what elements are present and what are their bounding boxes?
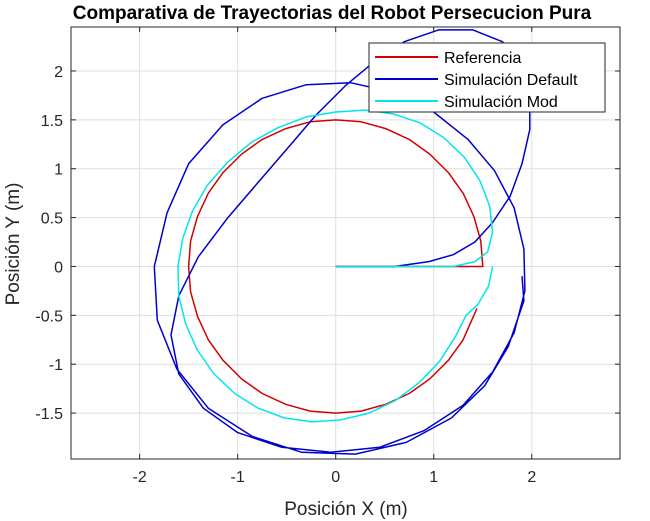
- y-tick-label: 1.5: [41, 113, 63, 130]
- series-line-3: [177, 109, 494, 423]
- x-tick-label: -1: [231, 469, 245, 486]
- legend: Referencia Simulación Default Simulación M…: [368, 42, 606, 113]
- x-tick-labels: -2 -1 0 1 2: [133, 469, 537, 486]
- y-tick-label: 2: [54, 64, 63, 81]
- y-tick-label: 0: [54, 259, 63, 276]
- y-tick-label: 1: [54, 162, 63, 179]
- y-tick-label: -1.5: [35, 406, 63, 423]
- x-tick-label: 1: [429, 469, 438, 486]
- y-tick-labels: -1.5 -1 -0.5 0 0.5 1 1.5 2: [35, 64, 63, 423]
- y-tick-label: -1: [49, 357, 63, 374]
- axes-frame: [70, 26, 621, 460]
- x-tick-label: -2: [133, 469, 147, 486]
- y-tick-label: 0.5: [41, 211, 63, 228]
- x-tick-label: 0: [331, 469, 340, 486]
- legend-label-2: Simulación Default: [444, 72, 578, 89]
- legend-label-1: Referencia: [444, 50, 521, 67]
- legend-label-3: Simulación Mod: [444, 94, 558, 111]
- x-tick-label: 2: [527, 469, 536, 486]
- series-line-1: [187, 119, 484, 414]
- y-axis-label: Posición Y (m): [3, 183, 24, 306]
- chart-title: Comparativa de Trayectorias del Robot Pe…: [73, 3, 592, 24]
- tick-marks: [71, 27, 620, 459]
- y-tick-label: -0.5: [35, 308, 63, 325]
- x-axis-label: Posición X (m): [284, 499, 408, 520]
